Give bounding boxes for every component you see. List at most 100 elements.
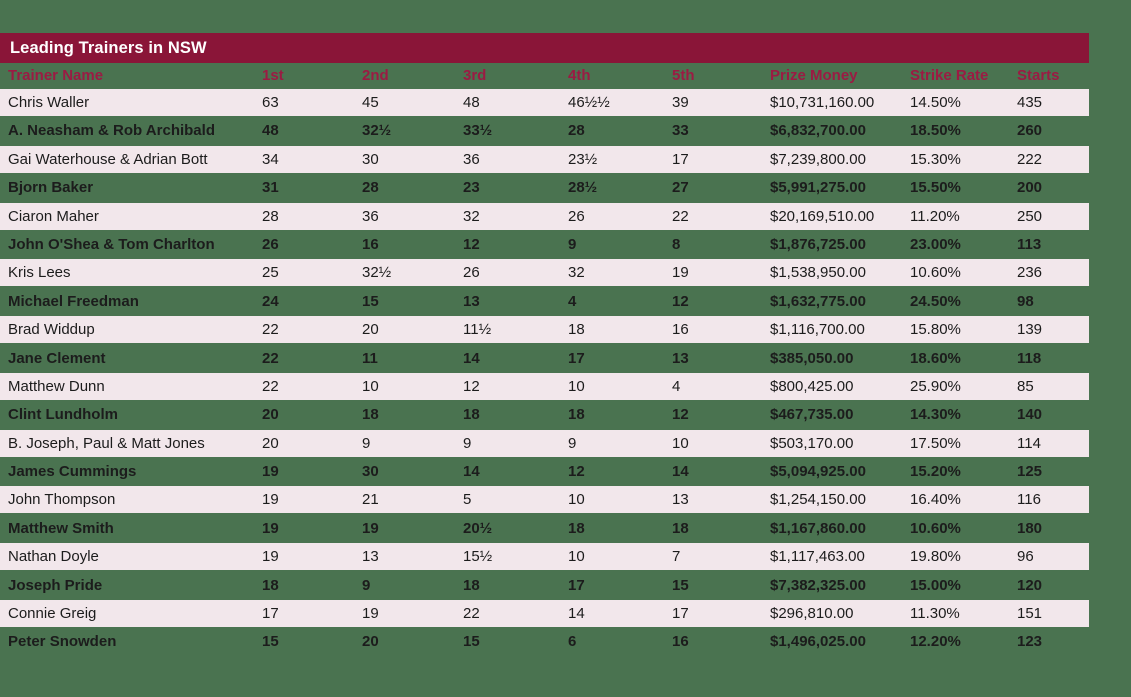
trainer-name-cell: Gai Waterhouse & Adrian Bott [8, 150, 208, 168]
value-cell: 16.40% [910, 491, 961, 509]
table-row: Bjorn Baker 31 28 23 28½ 27 $5,991,275.00 15.50… [0, 174, 1089, 201]
value-cell: $5,094,925.00 [770, 463, 866, 481]
value-cell: 23½ [568, 150, 598, 168]
value-cell: 10 [672, 434, 689, 452]
leading-trainers-table: Chris Waller 63 45 48 46½½ 39 $10,731,160.00 14… [0, 89, 1131, 655]
value-cell: 9 [568, 235, 577, 253]
value-cell: 10 [568, 548, 585, 566]
value-cell: 32 [568, 264, 585, 282]
value-cell: 18.60% [910, 349, 961, 367]
table-row: Brad Widdup 22 20 11½ 18 16 $1,116,700.00 15.80… [0, 316, 1089, 344]
table-row: Gai Waterhouse & Adrian Bott 34 30 36 23½ 17 $… [0, 145, 1089, 173]
value-cell: $385,050.00 [770, 349, 854, 367]
value-cell: 48 [262, 122, 279, 140]
table-row: Kris Lees 25 32½ 26 32 19 $1,538,950.00 10.60% 2… [0, 259, 1089, 287]
value-cell: 139 [1017, 321, 1043, 339]
column-header-trainer-name: Trainer Name [8, 67, 104, 84]
value-cell: 15.30% [910, 150, 961, 168]
value-cell: 12 [672, 292, 689, 310]
value-cell: 18 [362, 406, 379, 424]
table-row: Joseph Pride 18 9 18 17 15 $7,382,325.00 15.00%… [0, 572, 1089, 599]
value-cell: $1,876,725.00 [770, 235, 866, 253]
value-cell: 28 [568, 122, 585, 140]
value-cell: 4 [568, 292, 577, 310]
value-cell: 19 [362, 605, 379, 623]
value-cell: 23 [463, 179, 480, 197]
value-cell: 17 [568, 349, 585, 367]
value-cell: 12 [463, 235, 480, 253]
value-cell: 140 [1017, 406, 1043, 424]
table-row: B. Joseph, Paul & Matt Jones 20 9 9 9 10 $503,… [0, 429, 1089, 457]
value-cell: 10 [362, 377, 379, 395]
column-header-starts: Starts [1017, 67, 1060, 84]
leading-trainers-page: Leading Trainers in NSW Trainer Name 1st 2… [0, 33, 1131, 655]
value-cell: 15.50% [910, 179, 961, 197]
value-cell: 20½ [463, 519, 493, 537]
value-cell: $800,425.00 [770, 377, 854, 395]
value-cell: $20,169,510.00 [770, 207, 875, 225]
value-cell: 13 [362, 548, 379, 566]
table-row: Matthew Dunn 22 10 12 10 4 $800,425.00 25.90% 85 [0, 372, 1089, 400]
value-cell: 63 [262, 94, 279, 111]
trainer-name-cell: Nathan Doyle [8, 548, 99, 566]
value-cell: 114 [1017, 434, 1041, 452]
value-cell: 19 [262, 519, 279, 537]
value-cell: 22 [672, 207, 689, 225]
value-cell: 14 [463, 349, 480, 367]
value-cell: $467,735.00 [770, 406, 854, 424]
trainer-name-cell: Clint Lundholm [8, 406, 118, 424]
value-cell: 24 [262, 292, 279, 310]
value-cell: 14 [568, 605, 585, 623]
value-cell: 10 [568, 491, 585, 509]
trainer-name-cell: Joseph Pride [8, 576, 103, 594]
value-cell: $296,810.00 [770, 605, 854, 623]
trainer-name-cell: Jane Clement [8, 349, 106, 367]
table-row: Chris Waller 63 45 48 46½½ 39 $10,731,160.00 14… [0, 89, 1089, 116]
column-header-3rd: 3rd [463, 67, 487, 84]
value-cell: 123 [1017, 633, 1043, 651]
title-bar: Leading Trainers in NSW [0, 33, 1089, 63]
table-row: Michael Freedman 24 15 13 4 12 $1,632,775.00 24… [0, 288, 1089, 315]
value-cell: 96 [1017, 548, 1034, 566]
value-cell: 17 [672, 605, 689, 623]
value-cell: 28 [262, 207, 279, 225]
value-cell: 85 [1017, 377, 1034, 395]
value-cell: 7 [672, 548, 681, 566]
value-cell: 16 [672, 321, 689, 339]
value-cell: 19 [362, 519, 379, 537]
value-cell: 98 [1017, 292, 1034, 310]
value-cell: 33 [672, 122, 689, 140]
value-cell: 20 [362, 633, 379, 651]
value-cell: $6,832,700.00 [770, 122, 866, 140]
value-cell: $1,167,860.00 [770, 519, 866, 537]
column-header-2nd: 2nd [362, 67, 389, 84]
value-cell: 18 [568, 406, 585, 424]
trainer-name-cell: Matthew Dunn [8, 377, 105, 395]
value-cell: $5,991,275.00 [770, 179, 866, 197]
value-cell: 15.00% [910, 576, 961, 594]
value-cell: $1,117,463.00 [770, 548, 865, 566]
value-cell: 20 [262, 406, 279, 424]
value-cell: 24.50% [910, 292, 961, 310]
value-cell: 18.50% [910, 122, 961, 140]
value-cell: 33½ [463, 122, 493, 140]
value-cell: 12.20% [910, 633, 961, 651]
value-cell: 11.20% [910, 207, 960, 225]
value-cell: 30 [362, 463, 379, 481]
value-cell: 118 [1017, 349, 1042, 367]
value-cell: 125 [1017, 463, 1043, 481]
value-cell: 15 [262, 633, 279, 651]
trainer-name-cell: Ciaron Maher [8, 207, 99, 225]
value-cell: 15 [463, 633, 480, 651]
value-cell: 9 [362, 434, 371, 452]
table-row: Nathan Doyle 19 13 15½ 10 7 $1,117,463.00 19.80… [0, 543, 1089, 571]
value-cell: 19 [672, 264, 689, 282]
value-cell: 14 [672, 463, 689, 481]
value-cell: $7,239,800.00 [770, 150, 866, 168]
table-row: John O'Shea & Tom Charlton 26 16 12 9 8 $1,876… [0, 231, 1089, 258]
value-cell: 19 [262, 491, 279, 509]
value-cell: 22 [262, 377, 279, 395]
value-cell: 15 [672, 576, 689, 594]
table-row: Ciaron Maher 28 36 32 26 22 $20,169,510.00 11.2… [0, 202, 1089, 230]
value-cell: 31 [262, 179, 279, 197]
